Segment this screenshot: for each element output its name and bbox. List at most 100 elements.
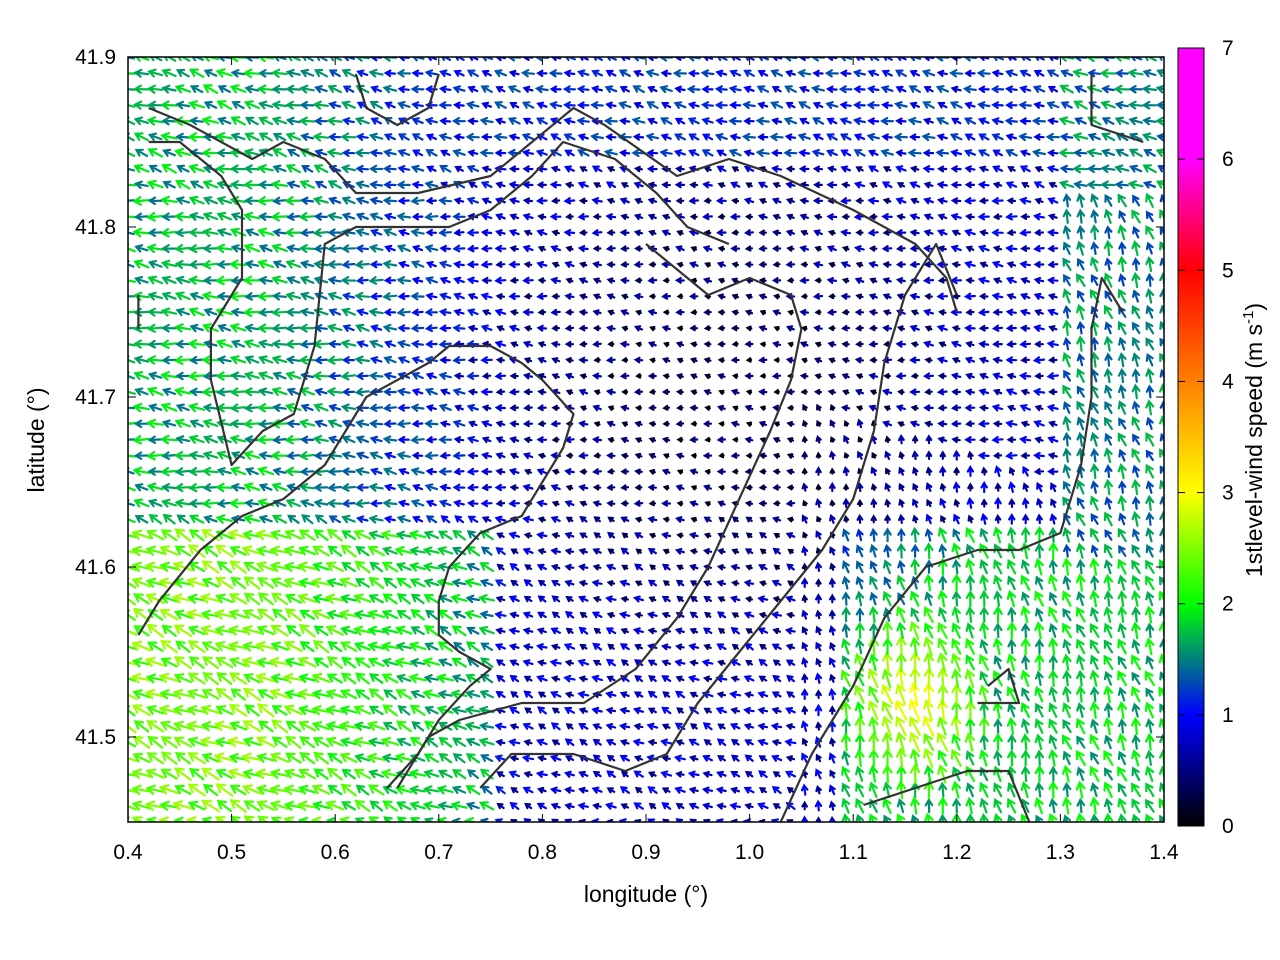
wind-arrow — [953, 513, 960, 525]
wind-arrow — [161, 624, 177, 637]
wind-arrow — [702, 181, 713, 189]
wind-arrow — [327, 84, 342, 94]
wind-arrow — [1076, 335, 1086, 352]
wind-arrow — [425, 436, 437, 444]
wind-arrow — [676, 595, 684, 603]
wind-arrow — [202, 451, 219, 460]
wind-arrow — [963, 292, 976, 301]
wind-arrow — [536, 563, 547, 571]
wind-arrow — [1006, 261, 1017, 268]
wind-arrow — [993, 559, 1003, 575]
wind-arrow — [1073, 148, 1088, 158]
wind-arrow — [783, 148, 798, 158]
wind-arrow — [410, 499, 425, 508]
wind-arrow — [703, 516, 712, 523]
wind-arrow — [172, 688, 194, 700]
wind-arrow — [438, 753, 453, 764]
wind-arrow — [312, 594, 330, 604]
wind-arrow — [175, 100, 191, 110]
wind-arrow — [620, 468, 629, 475]
wind-arrow — [773, 389, 780, 395]
wind-arrow — [855, 590, 865, 607]
wind-arrow — [978, 197, 989, 205]
wind-arrow — [1076, 702, 1086, 718]
wind-arrow — [923, 245, 934, 253]
wind-arrow — [147, 435, 163, 444]
wind-arrow — [786, 819, 794, 822]
wind-arrow — [229, 434, 247, 444]
wind-arrow — [409, 562, 426, 572]
wind-arrow — [895, 229, 907, 237]
wind-arrow — [1090, 447, 1099, 463]
wind-arrow — [979, 436, 989, 443]
wind-arrow — [175, 435, 191, 444]
wind-arrow — [1062, 351, 1071, 368]
wind-arrow — [840, 700, 852, 720]
wind-arrow — [176, 164, 190, 173]
wind-arrow — [743, 579, 755, 587]
wind-arrow — [1076, 240, 1085, 256]
wind-arrow — [1034, 781, 1044, 798]
wind-arrow — [369, 292, 383, 301]
wind-arrow — [158, 784, 180, 795]
wind-arrow — [633, 181, 644, 189]
x-tick-label: 0.5 — [217, 841, 246, 864]
wind-arrow — [1033, 451, 1045, 460]
wind-arrow — [161, 275, 177, 285]
wind-arrow — [411, 133, 424, 141]
wind-arrow — [522, 452, 534, 460]
wind-arrow — [770, 722, 783, 731]
wind-arrow — [605, 658, 616, 667]
wind-arrow — [867, 229, 879, 237]
wind-arrow — [1033, 181, 1045, 189]
wind-arrow — [1145, 655, 1154, 670]
wind-arrow — [1113, 84, 1130, 94]
wind-arrow — [382, 704, 398, 717]
wind-arrow — [800, 389, 808, 395]
wind-arrow — [314, 180, 327, 189]
wind-arrow — [299, 260, 315, 269]
wind-arrow — [814, 341, 822, 348]
wind-arrow — [411, 308, 424, 317]
wind-arrow — [896, 357, 905, 363]
wind-arrow — [578, 579, 588, 587]
wind-arrow — [381, 673, 399, 684]
wind-arrow — [577, 245, 589, 253]
wind-arrow — [229, 355, 247, 365]
wind-arrow — [852, 117, 866, 125]
wind-arrow — [842, 560, 850, 574]
wind-arrow — [828, 357, 836, 364]
wind-arrow — [128, 310, 137, 317]
wind-arrow — [215, 783, 234, 797]
wind-arrow — [479, 562, 495, 572]
wind-arrow — [522, 117, 534, 125]
wind-arrow — [688, 802, 700, 810]
wind-arrow — [508, 627, 520, 635]
wind-arrow — [829, 673, 836, 683]
wind-arrow — [466, 260, 479, 269]
x-tick-label: 1.2 — [942, 841, 971, 864]
wind-arrow — [522, 611, 534, 619]
wind-arrow — [1034, 670, 1044, 686]
wind-arrow — [661, 213, 671, 220]
wind-arrow — [551, 818, 559, 822]
wind-arrow — [1018, 132, 1033, 142]
wind-arrow — [745, 564, 753, 571]
wind-arrow — [133, 451, 149, 460]
wind-arrow — [354, 560, 371, 574]
wind-arrow — [648, 802, 657, 810]
wind-arrow — [991, 324, 1004, 332]
wind-arrow — [424, 180, 439, 189]
wind-arrow — [757, 691, 769, 699]
wind-arrow — [1062, 685, 1072, 703]
wind-arrow — [368, 244, 384, 253]
wind-arrow — [578, 197, 588, 204]
wind-arrow — [1143, 148, 1156, 157]
wind-arrow — [924, 764, 934, 783]
wind-arrow — [855, 813, 864, 822]
wind-arrow — [772, 484, 781, 491]
wind-arrow — [269, 561, 290, 572]
wind-arrow — [647, 659, 658, 666]
wind-arrow — [577, 690, 590, 699]
wind-arrow — [187, 783, 206, 797]
